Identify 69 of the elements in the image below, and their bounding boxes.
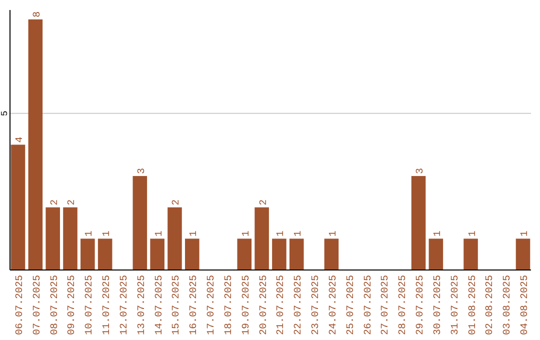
x-tick-label: 16.07.2025 (189, 275, 200, 336)
bar (80, 238, 95, 270)
x-tick-label: 14.07.2025 (154, 275, 166, 336)
x-tick-label: 31.07.2025 (450, 275, 462, 336)
bar (254, 207, 269, 270)
x-tick-label: 26.07.2025 (363, 275, 374, 336)
bar (428, 238, 444, 270)
bar (324, 238, 339, 270)
x-tick-label: 12.07.2025 (119, 275, 130, 336)
bar (185, 238, 200, 270)
x-tick-label: 09.07.2025 (67, 275, 78, 336)
data-label: 2 (67, 199, 78, 206)
bar (63, 207, 78, 270)
x-tick-label: 25.07.2025 (346, 275, 357, 336)
x-tick-label: 07.07.2025 (32, 275, 44, 336)
data-label: 2 (258, 199, 270, 206)
x-tick-label: 19.07.2025 (241, 275, 252, 336)
data-label: 1 (84, 230, 96, 237)
bar (289, 238, 304, 270)
data-label: 3 (416, 168, 427, 174)
data-label: 1 (468, 230, 479, 237)
x-tick-label: 08.07.2025 (50, 275, 61, 336)
x-tick-label: 02.08.2025 (485, 275, 496, 336)
x-tick-label: 06.07.2025 (15, 275, 26, 336)
bar (150, 238, 164, 270)
bar (464, 238, 478, 270)
x-tick-label: 15.07.2025 (172, 275, 183, 336)
x-tick-label: 28.07.2025 (398, 275, 410, 336)
x-tick-label: 13.07.2025 (136, 275, 148, 336)
x-tick-label: 03.08.2025 (502, 275, 514, 336)
x-tick-label: 29.07.2025 (416, 275, 427, 336)
y-tick-label: 5 (0, 110, 10, 116)
x-tick-label: 24.07.2025 (328, 275, 340, 336)
x-tick-label: 20.07.2025 (258, 275, 270, 336)
data-label: 1 (432, 230, 444, 237)
x-tick-label: 22.07.2025 (294, 275, 305, 336)
data-label: 1 (520, 230, 531, 237)
data-label: 1 (102, 230, 114, 237)
x-tick-label: 04.08.2025 (520, 275, 531, 336)
data-label: 3 (136, 168, 148, 174)
bar (98, 238, 112, 270)
bar (46, 207, 60, 270)
data-label: 1 (241, 230, 252, 237)
x-tick-label: 11.07.2025 (102, 275, 114, 336)
data-label: 8 (32, 11, 44, 18)
bar (28, 19, 43, 270)
data-label: 1 (294, 230, 305, 237)
x-tick-label: 18.07.2025 (224, 275, 235, 336)
data-label: 1 (189, 230, 200, 237)
bar (411, 176, 426, 270)
x-tick-label: 17.07.2025 (206, 275, 218, 336)
data-label: 1 (276, 230, 288, 237)
x-tick-label: 10.07.2025 (84, 275, 96, 336)
bar (132, 176, 148, 270)
x-tick-label: 21.07.2025 (276, 275, 288, 336)
bar (272, 238, 286, 270)
data-label: 4 (15, 136, 26, 143)
bar (516, 238, 530, 270)
data-label: 1 (328, 230, 340, 237)
bar (168, 207, 182, 270)
bar (237, 238, 252, 270)
data-label: 1 (154, 230, 166, 237)
x-tick-label: 30.07.2025 (432, 275, 444, 336)
data-label: 2 (172, 199, 183, 206)
bar (10, 144, 26, 270)
x-tick-label: 01.08.2025 (468, 275, 479, 336)
x-tick-label: 23.07.2025 (311, 275, 322, 336)
x-tick-label: 27.07.2025 (380, 275, 392, 336)
data-label: 2 (50, 199, 61, 206)
